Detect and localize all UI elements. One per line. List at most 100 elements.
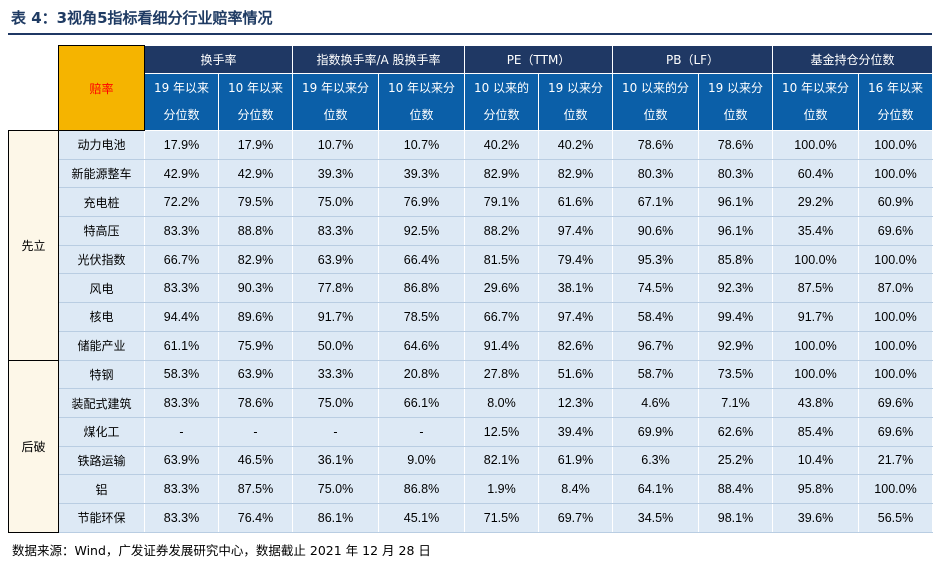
value-cell: 100.0%	[858, 330, 933, 361]
table-body: 先立 动力电池 17.9% 17.9% 10.7% 10.7% 40.2% 40.2% 78.6…	[8, 130, 933, 533]
sub-header-line: 分位数	[877, 108, 914, 122]
value-cell: 38.1%	[538, 273, 613, 304]
sub-header-8: 10 年以来分 位数	[772, 73, 859, 131]
sub-header-line: 10 年以来分	[781, 81, 850, 95]
value-cell: 90.3%	[218, 273, 293, 304]
value-cell: 100.0%	[772, 244, 859, 275]
value-cell: 63.9%	[218, 359, 293, 390]
value-cell: 67.1%	[612, 187, 699, 218]
value-cell: 72.2%	[144, 187, 219, 218]
sub-header-line: 位数	[723, 108, 748, 122]
value-cell: 64.1%	[612, 474, 699, 504]
value-cell: 98.1%	[698, 502, 773, 533]
group-header-pb: PB（LF）	[612, 45, 773, 74]
value-cell: -	[292, 416, 379, 447]
value-cell: 17.9%	[218, 130, 293, 160]
value-cell: 88.2%	[464, 216, 539, 246]
sub-header-row: 19 年以来 分位数 10 年以来 分位数 19 年以来分 位数 10 年以来分 位数 10 以…	[9, 73, 933, 131]
value-cell: 91.7%	[772, 302, 859, 332]
group-header-pe: PE（TTM）	[464, 45, 613, 74]
value-cell: 43.8%	[772, 388, 859, 418]
value-cell: 75.9%	[218, 330, 293, 361]
group-header-index-turnover: 指数换手率/A 股换手率	[292, 45, 465, 74]
value-cell: 87.5%	[772, 273, 859, 304]
value-cell: 6.3%	[612, 445, 699, 476]
value-cell: 97.4%	[538, 216, 613, 246]
value-cell: 92.3%	[698, 273, 773, 304]
value-cell: 96.1%	[698, 216, 773, 246]
value-cell: 40.2%	[538, 130, 613, 160]
industry-name: 特钢	[58, 359, 145, 390]
value-cell: 61.6%	[538, 187, 613, 218]
value-cell: 87.5%	[218, 474, 293, 504]
value-cell: 100.0%	[858, 158, 933, 189]
value-cell: 61.1%	[144, 330, 219, 361]
value-cell: 85.4%	[772, 416, 859, 447]
value-cell: 10.4%	[772, 445, 859, 476]
industry-name: 铁路运输	[58, 445, 145, 476]
value-cell: 80.3%	[698, 158, 773, 189]
table-row: 储能产业 61.1% 75.9% 50.0% 64.6% 91.4% 82.6% 96.7% 9…	[9, 330, 933, 361]
value-cell: 40.2%	[464, 130, 539, 160]
value-cell: 58.3%	[144, 359, 219, 390]
value-cell: 62.6%	[698, 416, 773, 447]
value-cell: 83.3%	[144, 474, 219, 504]
value-cell: -	[144, 416, 219, 447]
value-cell: 86.8%	[378, 474, 465, 504]
table-row: 铝 83.3% 87.5% 75.0% 86.8% 1.9% 8.4% 64.1% 88.4% 9…	[9, 474, 933, 504]
value-cell: 35.4%	[772, 216, 859, 246]
value-cell: 34.5%	[612, 502, 699, 533]
value-cell: 95.3%	[612, 244, 699, 275]
value-cell: 1.9%	[464, 474, 539, 504]
value-cell: 73.5%	[698, 359, 773, 390]
value-cell: 94.4%	[144, 302, 219, 332]
sub-header-line: 16 年以来	[867, 81, 924, 95]
value-cell: 95.8%	[772, 474, 859, 504]
value-cell: 10.7%	[378, 130, 465, 160]
value-cell: 42.9%	[218, 158, 293, 189]
sub-header-line: 19 年以来	[153, 81, 210, 95]
value-cell: 69.6%	[858, 388, 933, 418]
industry-name: 特高压	[58, 216, 145, 246]
value-cell: 82.9%	[538, 158, 613, 189]
value-cell: 89.6%	[218, 302, 293, 332]
table-row: 先立 动力电池 17.9% 17.9% 10.7% 10.7% 40.2% 40.2% 78.6…	[8, 130, 933, 361]
value-cell: 79.4%	[538, 244, 613, 275]
value-cell: 36.1%	[292, 445, 379, 476]
value-cell: 66.7%	[144, 244, 219, 275]
value-cell: 77.8%	[292, 273, 379, 304]
value-cell: 100.0%	[858, 359, 933, 390]
value-cell: 46.5%	[218, 445, 293, 476]
sub-header-0: 19 年以来 分位数	[144, 73, 219, 131]
value-cell: 100.0%	[772, 359, 859, 390]
group-label: 先立	[8, 130, 59, 361]
value-cell: 78.5%	[378, 302, 465, 332]
value-cell: 8.4%	[538, 474, 613, 504]
value-cell: 45.1%	[378, 502, 465, 533]
value-cell: 8.0%	[464, 388, 539, 418]
sub-header-line: 位数	[323, 108, 348, 122]
value-cell: 69.6%	[858, 416, 933, 447]
value-cell: 7.1%	[698, 388, 773, 418]
source-note: 数据来源：Wind，广发证券发展研究中心，数据截止 2021 年 12 月 28…	[12, 543, 431, 558]
group-header-row: 赔率 换手率 指数换手率/A 股换手率 PE（TTM） PB（LF） 基金持仓分…	[8, 45, 933, 131]
value-cell: 87.0%	[858, 273, 933, 304]
value-cell: 21.7%	[858, 445, 933, 476]
value-cell: 27.8%	[464, 359, 539, 390]
value-cell: 10.7%	[292, 130, 379, 160]
header-blank	[8, 45, 59, 131]
sub-header-line: 19 以来分	[547, 81, 604, 95]
value-cell: 58.7%	[612, 359, 699, 390]
value-cell: 78.6%	[698, 130, 773, 160]
sub-header-6: 10 以来的分 位数	[612, 73, 699, 131]
value-cell: 100.0%	[858, 130, 933, 160]
value-cell: 100.0%	[858, 244, 933, 275]
value-cell: 96.7%	[612, 330, 699, 361]
value-cell: 63.9%	[292, 244, 379, 275]
sub-header-1: 10 年以来 分位数	[218, 73, 293, 131]
value-cell: 20.8%	[378, 359, 465, 390]
value-cell: 50.0%	[292, 330, 379, 361]
sub-header-4: 10 以来的 分位数	[464, 73, 539, 131]
value-cell: 96.1%	[698, 187, 773, 218]
value-cell: 97.4%	[538, 302, 613, 332]
